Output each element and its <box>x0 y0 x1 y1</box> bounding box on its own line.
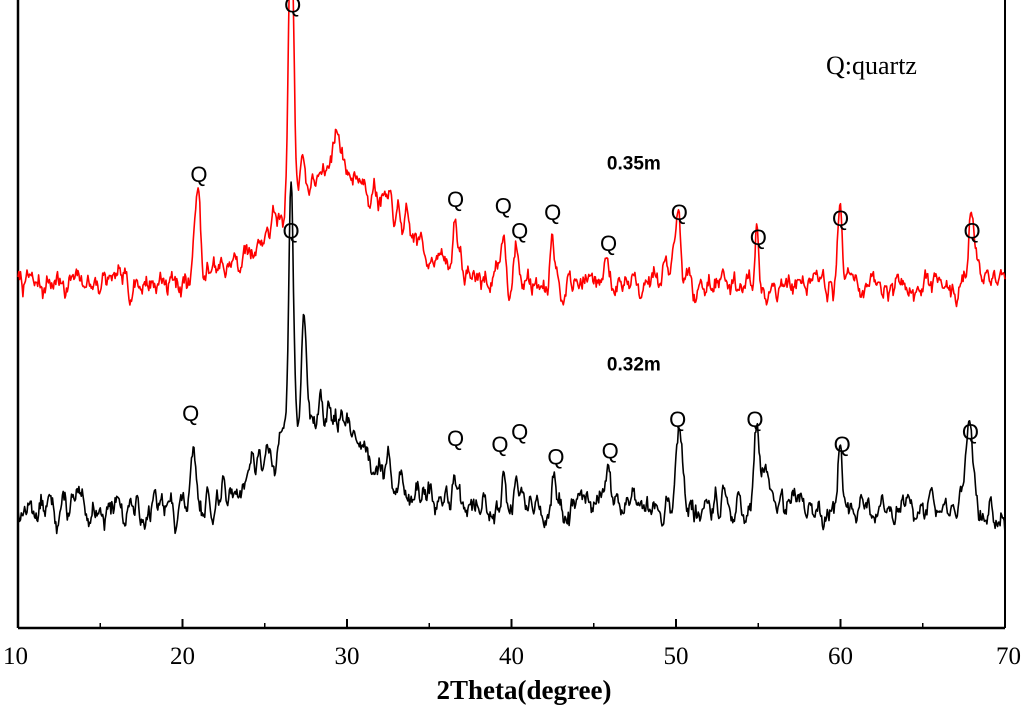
quartz-peak-label: Q <box>190 162 207 187</box>
quartz-peak-label: Q <box>964 219 981 244</box>
quartz-peak-label: Q <box>447 426 464 451</box>
legend-note: Q:quartz <box>826 51 917 80</box>
x-tick-label: 70 <box>996 643 1021 670</box>
quartz-peak-label: Q <box>284 0 301 18</box>
quartz-peak-label: Q <box>491 432 508 457</box>
x-tick-label: 60 <box>828 643 853 670</box>
x-tick-label: 50 <box>664 643 689 670</box>
series-label: 0.35m <box>607 154 661 175</box>
quartz-peak-label: Q <box>544 200 561 225</box>
series-labels: 0.35m 0.32m <box>607 154 661 376</box>
quartz-peak-label: Q <box>602 438 619 463</box>
quartz-peak-label: Q <box>547 445 564 470</box>
quartz-peak-label: Q <box>832 206 849 231</box>
quartz-peak-label: Q <box>834 432 851 457</box>
x-tick-label: 30 <box>335 643 360 670</box>
quartz-peak-label: Q <box>962 420 979 445</box>
x-tick-label: 10 <box>3 643 28 670</box>
series-line-0.35m <box>17 0 1006 308</box>
x-ticks: 10 20 30 40 50 60 70 <box>3 619 1021 670</box>
quartz-peak-label: Q <box>511 420 528 445</box>
x-tick-label: 40 <box>499 643 524 670</box>
x-tick-label: 20 <box>170 643 195 670</box>
quartz-peak-label: Q <box>511 219 528 244</box>
quartz-peak-label: Q <box>283 219 300 244</box>
series-line-0.32m <box>17 181 1006 535</box>
plot-area <box>16 0 1006 630</box>
quartz-peak-label: Q <box>447 187 464 212</box>
quartz-peak-label: Q <box>669 407 686 432</box>
quartz-peak-label: Q <box>671 200 688 225</box>
quartz-peak-label: Q <box>600 231 617 256</box>
x-axis-title: 2Theta(degree) <box>437 675 612 705</box>
quartz-peak-label: Q <box>182 401 199 426</box>
series-label: 0.32m <box>607 355 661 376</box>
quartz-peak-label: Q <box>750 225 767 250</box>
quartz-peak-label: Q <box>495 194 512 219</box>
quartz-peak-label: Q <box>746 407 763 432</box>
series-layer <box>17 0 1006 535</box>
